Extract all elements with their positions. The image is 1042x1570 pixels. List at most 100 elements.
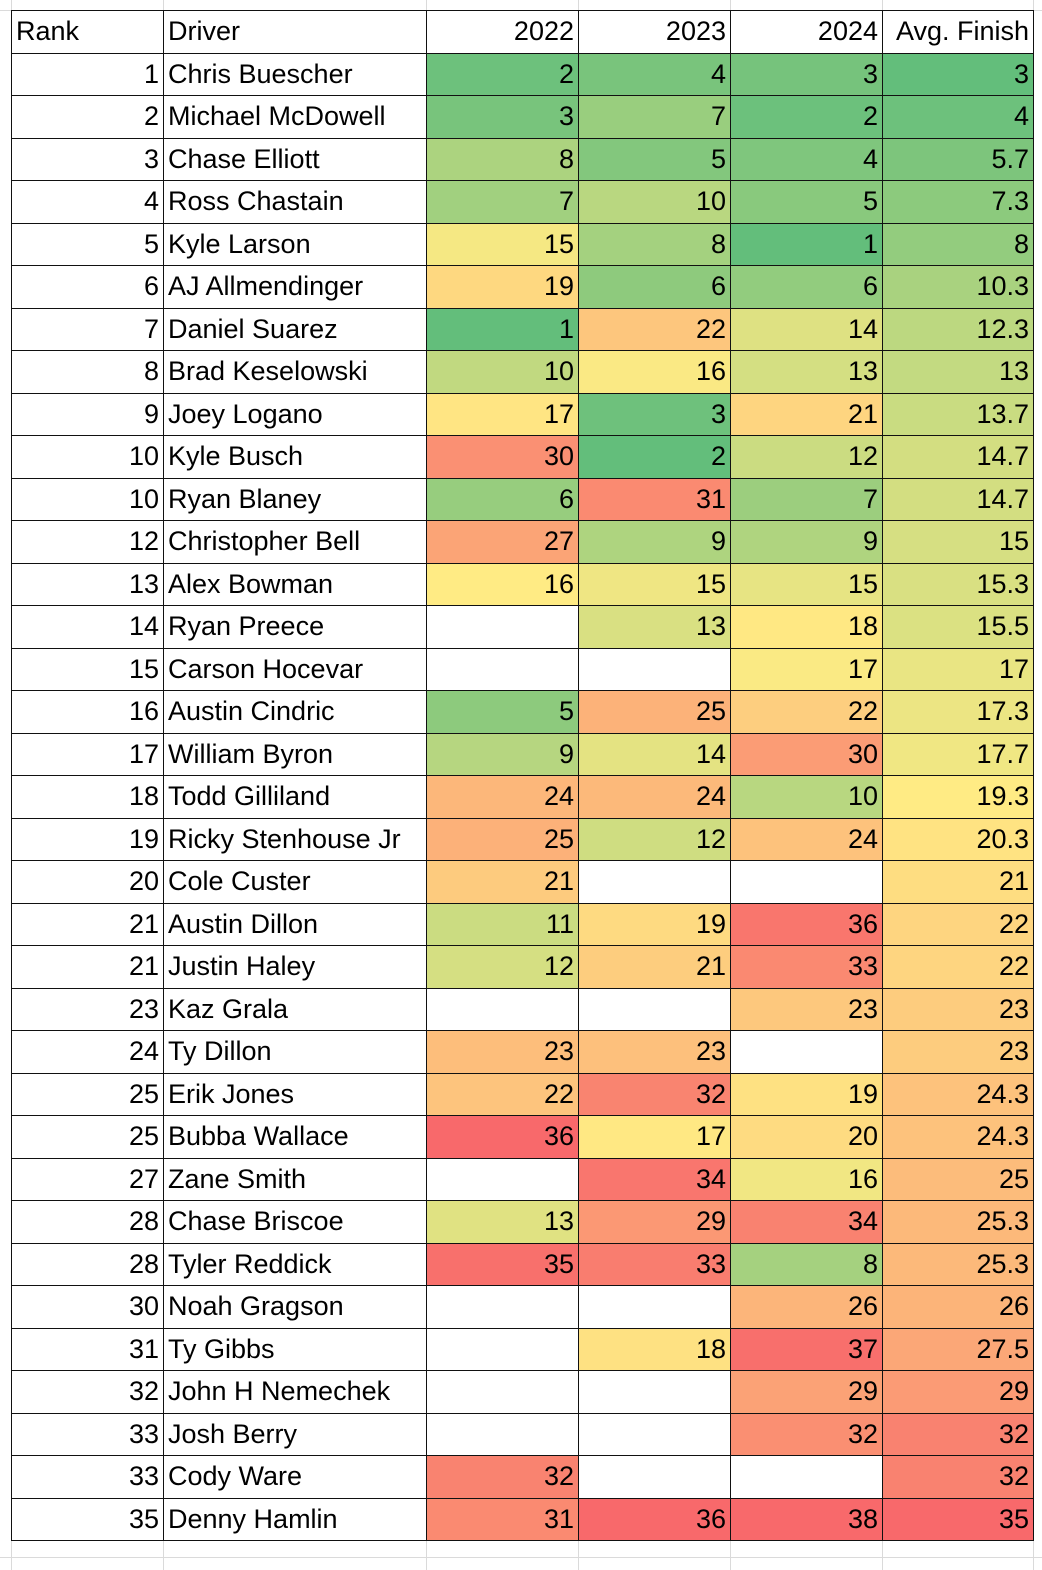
rank-cell[interactable]: 5 [11,222,164,266]
rank-cell[interactable]: 23 [11,987,164,1031]
cell-2023[interactable]: 12 [578,817,731,861]
rank-cell[interactable]: 15 [11,647,164,691]
driver-cell[interactable]: Ty Dillon [163,1030,427,1074]
cell-2022[interactable]: 17 [426,392,579,436]
cell-2022[interactable]: 5 [426,690,579,734]
cell-2023[interactable]: 4 [578,52,731,96]
avg-finish-cell[interactable]: 21 [882,860,1034,904]
cell-2024[interactable]: 30 [730,732,883,776]
rank-cell[interactable]: 10 [11,477,164,521]
cell-2022[interactable]: 24 [426,775,579,819]
driver-cell[interactable]: Kyle Larson [163,222,427,266]
avg-finish-cell[interactable]: 25 [882,1157,1034,1201]
cell-2023[interactable]: 36 [578,1497,731,1541]
cell-2022[interactable]: 10 [426,350,579,394]
cell-2022[interactable]: 6 [426,477,579,521]
cell-2024[interactable]: 37 [730,1327,883,1371]
cell-2023[interactable]: 14 [578,732,731,776]
cell-2022[interactable] [426,647,579,691]
cell-2024[interactable]: 29 [730,1370,883,1414]
rank-cell[interactable]: 32 [11,1370,164,1414]
cell-2023[interactable]: 31 [578,477,731,521]
driver-cell[interactable]: Alex Bowman [163,562,427,606]
cell-2023[interactable] [578,1285,731,1329]
cell-2024[interactable]: 17 [730,647,883,691]
avg-finish-cell[interactable]: 32 [882,1455,1034,1499]
cell-2024[interactable]: 33 [730,945,883,989]
cell-2024[interactable]: 3 [730,52,883,96]
avg-finish-cell[interactable]: 15.3 [882,562,1034,606]
cell-2023[interactable] [578,860,731,904]
rank-cell[interactable]: 31 [11,1327,164,1371]
driver-cell[interactable]: Noah Gragson [163,1285,427,1329]
driver-cell[interactable]: Zane Smith [163,1157,427,1201]
avg-finish-cell[interactable]: 17 [882,647,1034,691]
rank-cell[interactable]: 33 [11,1412,164,1456]
cell-2023[interactable]: 16 [578,350,731,394]
cell-2024[interactable]: 24 [730,817,883,861]
cell-2022[interactable]: 23 [426,1030,579,1074]
rank-cell[interactable]: 1 [11,52,164,96]
avg-finish-cell[interactable]: 25.3 [882,1242,1034,1286]
driver-cell[interactable]: Kyle Busch [163,435,427,479]
driver-cell[interactable]: Daniel Suarez [163,307,427,351]
avg-finish-cell[interactable]: 23 [882,987,1034,1031]
cell-2022[interactable]: 16 [426,562,579,606]
cell-2022[interactable]: 8 [426,137,579,181]
avg-finish-cell[interactable]: 17.7 [882,732,1034,776]
cell-2024[interactable]: 20 [730,1115,883,1159]
cell-2022[interactable] [426,1412,579,1456]
avg-finish-cell[interactable]: 14.7 [882,435,1034,479]
avg-finish-cell[interactable]: 24.3 [882,1072,1034,1116]
cell-2022[interactable]: 11 [426,902,579,946]
driver-cell[interactable]: Todd Gilliland [163,775,427,819]
cell-2024[interactable]: 22 [730,690,883,734]
driver-cell[interactable]: Kaz Grala [163,987,427,1031]
cell-2022[interactable]: 9 [426,732,579,776]
cell-2024[interactable]: 38 [730,1497,883,1541]
avg-finish-cell[interactable]: 15.5 [882,605,1034,649]
cell-2024[interactable]: 13 [730,350,883,394]
cell-2023[interactable]: 29 [578,1200,731,1244]
driver-cell[interactable]: AJ Allmendinger [163,265,427,309]
driver-cell[interactable]: Carson Hocevar [163,647,427,691]
cell-2023[interactable] [578,647,731,691]
header-avg-finish[interactable]: Avg. Finish [882,10,1034,54]
driver-cell[interactable]: Erik Jones [163,1072,427,1116]
cell-2022[interactable]: 30 [426,435,579,479]
cell-2023[interactable]: 8 [578,222,731,266]
driver-cell[interactable]: Bubba Wallace [163,1115,427,1159]
avg-finish-cell[interactable]: 29 [882,1370,1034,1414]
cell-2022[interactable]: 1 [426,307,579,351]
driver-cell[interactable]: Chase Elliott [163,137,427,181]
cell-2022[interactable] [426,987,579,1031]
cell-2022[interactable]: 35 [426,1242,579,1286]
rank-cell[interactable]: 13 [11,562,164,606]
cell-2023[interactable]: 32 [578,1072,731,1116]
driver-cell[interactable]: Ricky Stenhouse Jr [163,817,427,861]
cell-2023[interactable]: 3 [578,392,731,436]
cell-2023[interactable]: 18 [578,1327,731,1371]
driver-cell[interactable]: Austin Cindric [163,690,427,734]
cell-2024[interactable]: 14 [730,307,883,351]
cell-2024[interactable]: 4 [730,137,883,181]
rank-cell[interactable]: 21 [11,945,164,989]
avg-finish-cell[interactable]: 19.3 [882,775,1034,819]
driver-cell[interactable]: Christopher Bell [163,520,427,564]
cell-2023[interactable]: 13 [578,605,731,649]
cell-2022[interactable]: 21 [426,860,579,904]
cell-2024[interactable] [730,1030,883,1074]
cell-2024[interactable]: 26 [730,1285,883,1329]
rank-cell[interactable]: 14 [11,605,164,649]
cell-2023[interactable]: 25 [578,690,731,734]
cell-2023[interactable]: 10 [578,180,731,224]
cell-2024[interactable]: 12 [730,435,883,479]
avg-finish-cell[interactable]: 15 [882,520,1034,564]
avg-finish-cell[interactable]: 4 [882,95,1034,139]
cell-2023[interactable]: 5 [578,137,731,181]
header-2022[interactable]: 2022 [426,10,579,54]
cell-2024[interactable]: 34 [730,1200,883,1244]
rank-cell[interactable]: 25 [11,1115,164,1159]
cell-2024[interactable]: 32 [730,1412,883,1456]
rank-cell[interactable]: 4 [11,180,164,224]
